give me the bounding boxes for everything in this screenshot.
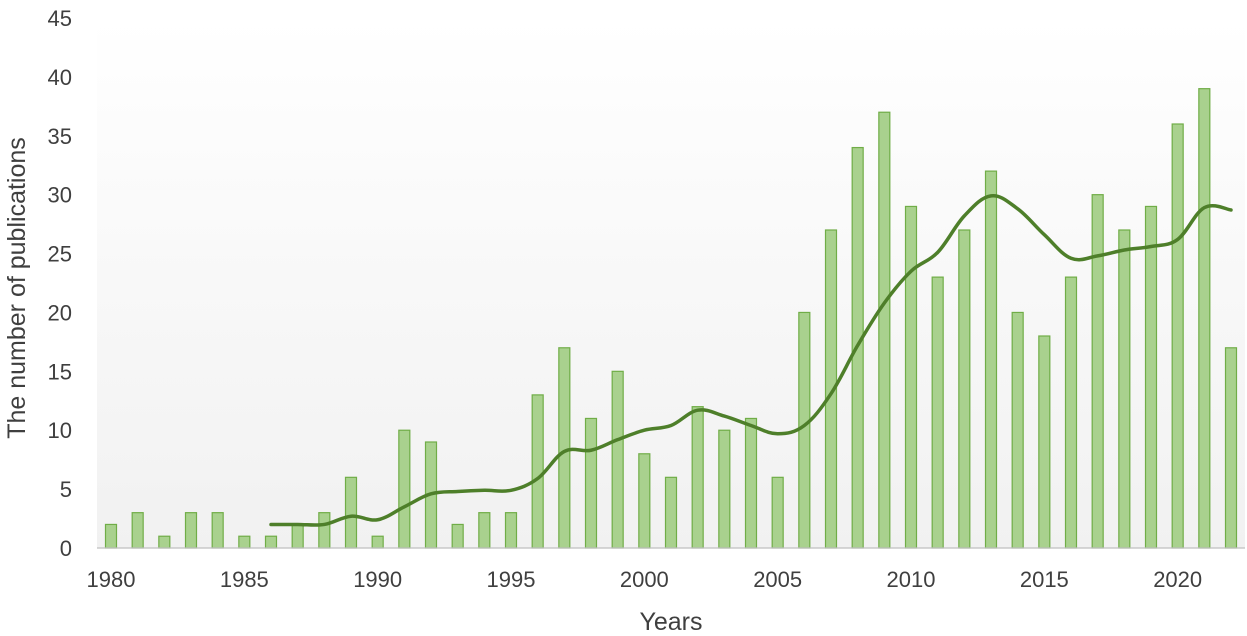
x-axis-title: Years xyxy=(639,608,702,636)
bar-2012 xyxy=(958,229,971,549)
x-tick-label-2005: 2005 xyxy=(753,567,802,592)
bar-2002 xyxy=(691,406,704,549)
x-tick-label-1995: 1995 xyxy=(487,567,536,592)
bar-2019 xyxy=(1144,205,1158,549)
y-tick-label-30: 30 xyxy=(48,183,72,208)
x-tick-label-2000: 2000 xyxy=(620,567,669,592)
bar-2004 xyxy=(744,417,758,549)
y-tick-label-10: 10 xyxy=(48,418,72,443)
moving-average-line xyxy=(269,193,1233,527)
bar-2011 xyxy=(931,276,944,549)
x-tick-label-1980: 1980 xyxy=(87,567,136,592)
bar-1989 xyxy=(344,476,358,549)
y-tick-label-5: 5 xyxy=(60,477,72,502)
x-tick-labels: 1980 1985 1990 1995 2000 2005 2010 2015 2020 xyxy=(87,567,1203,592)
y-tick-label-25: 25 xyxy=(48,242,72,267)
bar-1981 xyxy=(131,512,144,549)
bar-2010 xyxy=(904,205,918,549)
y-tick-label-40: 40 xyxy=(48,65,72,90)
bar-1982 xyxy=(158,535,171,549)
bar-2001 xyxy=(664,476,678,549)
bar-1993 xyxy=(451,523,464,549)
y-axis-title: The number of publications xyxy=(3,137,31,439)
bar-1986 xyxy=(264,535,278,549)
bar-1988 xyxy=(318,512,331,549)
bar-2014 xyxy=(1011,311,1024,549)
bar-2009 xyxy=(878,111,891,549)
bar-1996 xyxy=(531,394,544,549)
bar-2013 xyxy=(984,170,998,549)
bar-2022 xyxy=(1224,347,1238,549)
bar-2003 xyxy=(718,429,731,549)
x-tick-label-2020: 2020 xyxy=(1153,567,1202,592)
y-tick-label-0: 0 xyxy=(60,536,72,561)
y-tick-label-15: 15 xyxy=(48,359,72,384)
y-tick-label-45: 45 xyxy=(48,6,72,31)
bar-2021 xyxy=(1198,88,1211,549)
bar-2020 xyxy=(1171,123,1184,549)
bar-1998 xyxy=(584,417,598,549)
y-tick-label-35: 35 xyxy=(48,124,72,149)
bar-2006 xyxy=(798,311,811,549)
bar-2016 xyxy=(1064,276,1078,549)
bar-1987 xyxy=(291,523,304,549)
x-tick-label-1985: 1985 xyxy=(220,567,269,592)
bar-1990 xyxy=(371,535,384,549)
moving-average-series xyxy=(269,193,1233,527)
bar-1980 xyxy=(104,523,118,549)
bar-1991 xyxy=(398,429,411,549)
bar-1984 xyxy=(211,512,224,549)
bar-2017 xyxy=(1091,194,1104,549)
plot-area xyxy=(97,18,1245,548)
y-tick-label-20: 20 xyxy=(48,300,72,325)
bar-1995 xyxy=(504,512,518,549)
bar-1997 xyxy=(558,347,571,549)
bar-1999 xyxy=(611,370,624,549)
bar-1985 xyxy=(238,535,251,549)
x-tick-label-2010: 2010 xyxy=(887,567,936,592)
bar-2015 xyxy=(1038,335,1051,549)
x-tick-label-1990: 1990 xyxy=(353,567,402,592)
y-tick-labels: 0 5 10 15 20 25 30 35 40 45 xyxy=(48,6,72,561)
x-tick-label-2015: 2015 xyxy=(1020,567,1069,592)
bar-2005 xyxy=(771,476,784,549)
bar-1994 xyxy=(478,512,491,549)
bar-2000 xyxy=(638,453,651,549)
bar-2018 xyxy=(1118,229,1131,549)
bar-1983 xyxy=(184,512,198,549)
